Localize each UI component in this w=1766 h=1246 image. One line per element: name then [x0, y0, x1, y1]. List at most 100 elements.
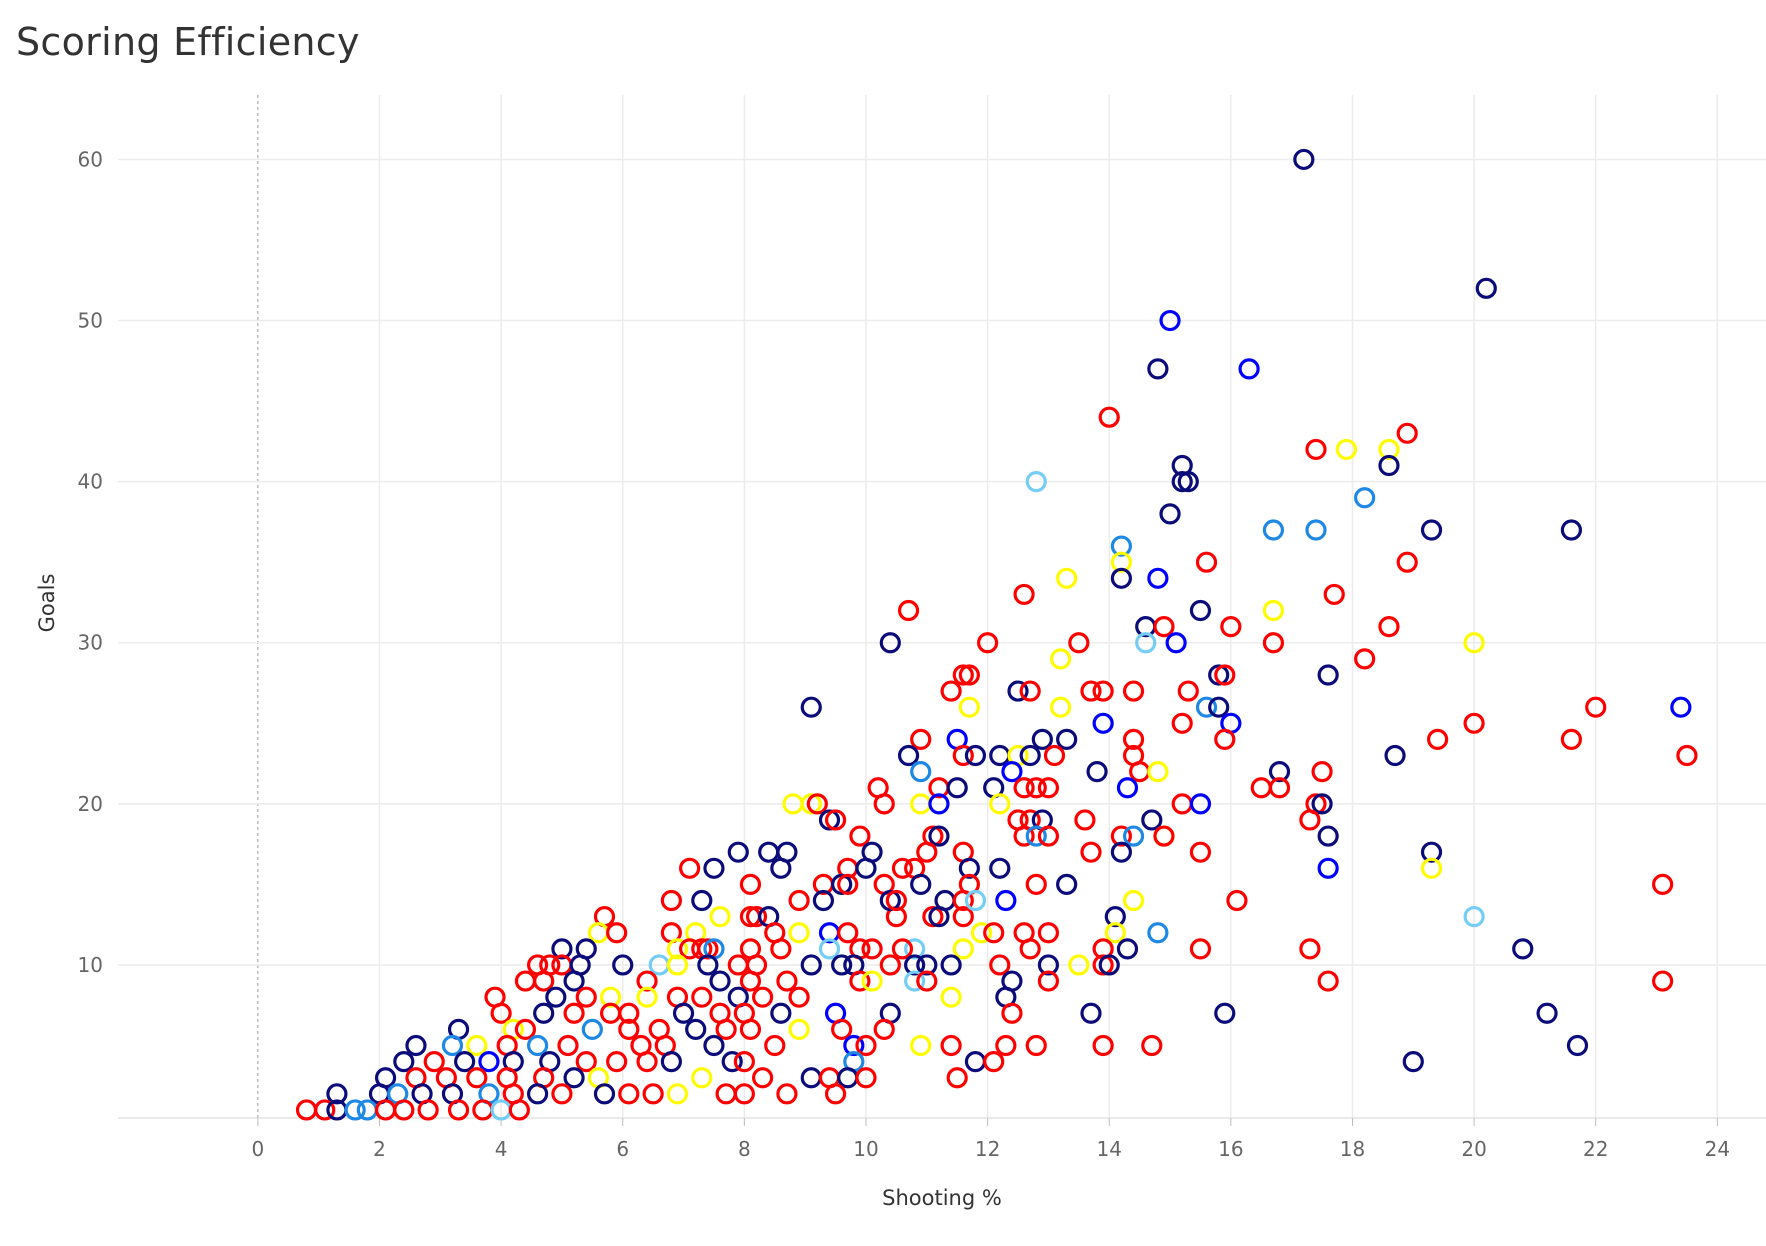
data-point — [1037, 825, 1060, 847]
data-point — [441, 1034, 464, 1057]
data-point — [758, 841, 780, 863]
data-point — [770, 1002, 792, 1024]
data-point — [752, 1067, 774, 1089]
data-point — [1311, 793, 1333, 815]
data-point — [940, 954, 962, 976]
data-point — [916, 841, 938, 863]
data-point — [952, 889, 974, 912]
data-point — [837, 873, 859, 896]
data-point — [1208, 696, 1230, 718]
data-point — [1080, 841, 1102, 863]
data-point — [824, 809, 847, 831]
x-tick-label: 8 — [738, 1137, 751, 1161]
data-point — [1189, 841, 1212, 863]
data-point — [490, 1002, 512, 1024]
x-tick-label: 2 — [373, 1137, 386, 1161]
data-point — [855, 1034, 877, 1057]
data-point — [1110, 841, 1132, 863]
data-point — [1566, 1034, 1589, 1057]
data-point — [739, 1018, 762, 1040]
y-axis-title: Goals — [35, 574, 59, 633]
data-point — [1013, 825, 1035, 847]
data-point — [1092, 712, 1114, 734]
data-point — [1122, 889, 1145, 912]
x-tick-label: 20 — [1461, 1137, 1486, 1161]
data-point — [618, 1018, 640, 1040]
data-point — [1317, 825, 1339, 847]
y-tick-label: 40 — [78, 470, 103, 494]
data-point — [806, 793, 828, 815]
data-point — [788, 986, 810, 1008]
data-points — [295, 148, 1698, 1121]
data-point — [916, 970, 938, 992]
data-point — [703, 857, 725, 879]
x-tick-label: 18 — [1340, 1137, 1365, 1161]
data-point — [1268, 777, 1291, 799]
data-point — [800, 954, 822, 976]
data-point — [1427, 728, 1449, 751]
data-point — [466, 1034, 488, 1057]
data-point — [897, 744, 920, 767]
x-tick-label: 12 — [975, 1137, 1000, 1161]
data-point — [618, 1002, 640, 1024]
data-point — [855, 1067, 877, 1089]
data-point — [837, 922, 859, 944]
data-point — [800, 696, 822, 718]
data-point — [1025, 825, 1047, 847]
data-point — [1001, 761, 1023, 783]
data-point — [1189, 938, 1212, 960]
data-point — [551, 1083, 573, 1105]
x-tick-label: 14 — [1097, 1137, 1122, 1161]
data-point — [946, 1067, 968, 1089]
data-point — [970, 922, 993, 944]
data-point — [1317, 970, 1339, 992]
data-point — [952, 664, 974, 686]
data-point — [861, 938, 883, 960]
data-point — [928, 793, 950, 815]
data-point — [1262, 632, 1285, 654]
data-point — [855, 857, 877, 879]
data-point — [1189, 599, 1212, 622]
data-point — [752, 986, 774, 1008]
x-tick-label: 24 — [1705, 1137, 1730, 1161]
data-point — [964, 744, 987, 767]
data-point — [533, 1002, 555, 1024]
data-point — [776, 1083, 798, 1105]
data-point — [788, 1018, 810, 1040]
data-point — [1652, 970, 1674, 992]
data-point — [977, 632, 999, 654]
data-point — [958, 857, 980, 879]
data-point — [423, 1051, 445, 1073]
data-point — [1122, 728, 1145, 751]
data-point — [326, 1083, 348, 1105]
data-point — [1141, 809, 1163, 831]
data-point — [514, 970, 537, 992]
data-point — [1652, 873, 1674, 896]
data-point — [1262, 519, 1285, 541]
data-point — [721, 1051, 743, 1073]
x-tick-label: 22 — [1583, 1137, 1608, 1161]
x-tick-label: 6 — [616, 1137, 629, 1161]
data-point — [691, 1067, 713, 1089]
data-point — [910, 761, 932, 783]
data-point — [1037, 777, 1060, 799]
data-point — [295, 1099, 318, 1121]
data-point — [1019, 680, 1041, 702]
data-point — [618, 1083, 640, 1105]
data-point — [1171, 712, 1193, 734]
data-point — [1396, 551, 1418, 573]
data-point — [533, 970, 555, 992]
data-point — [1092, 954, 1114, 976]
data-point — [1025, 471, 1047, 493]
data-point — [691, 986, 713, 1008]
data-point — [916, 954, 938, 976]
data-point — [727, 841, 749, 863]
data-point — [745, 906, 768, 928]
data-point — [958, 696, 980, 718]
data-point — [1110, 551, 1132, 573]
data-point — [764, 1034, 786, 1057]
data-point — [685, 1018, 707, 1040]
data-point — [843, 1034, 865, 1057]
data-point — [861, 970, 883, 992]
data-point — [1293, 148, 1315, 171]
